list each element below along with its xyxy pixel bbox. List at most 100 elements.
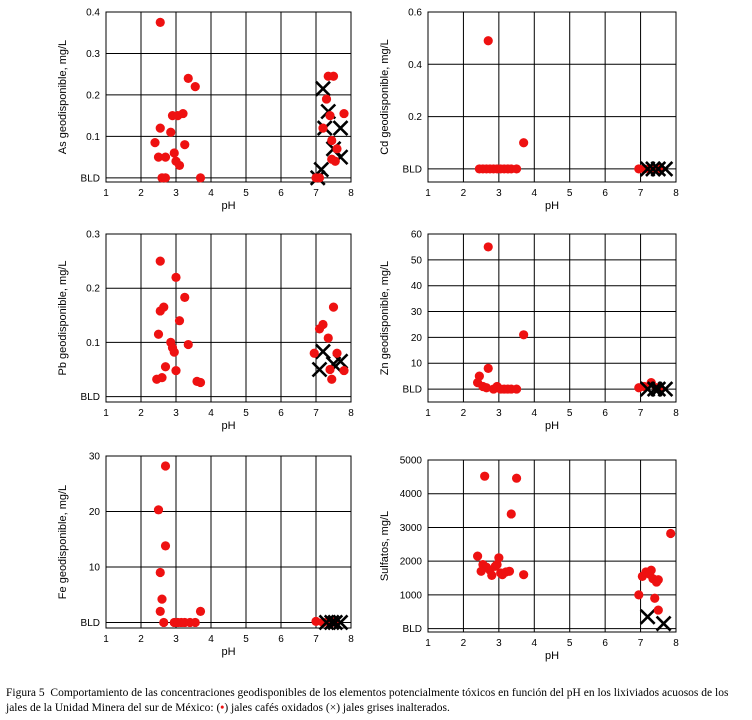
data-point-cross: [332, 614, 349, 631]
x-tick-label: 7: [638, 638, 644, 649]
data-point-dot: [325, 111, 335, 121]
x-tick-label: 3: [496, 408, 502, 419]
x-tick-label: 4: [208, 634, 214, 645]
data-point-dot: [171, 365, 181, 376]
plot-frame: [427, 233, 677, 403]
data-point-dot: [339, 108, 349, 119]
caption-label: Figura 5: [6, 687, 45, 699]
data-point-dot: [666, 528, 676, 539]
data-point-dot: [321, 94, 332, 104]
y-tick-label: 3000: [400, 523, 423, 534]
data-point-dot: [480, 471, 490, 481]
x-tick-label: 6: [278, 408, 284, 419]
x-axis-label: pH: [221, 420, 235, 432]
x-tick-label: 8: [673, 408, 679, 419]
y-tick-label: 0.4: [86, 8, 100, 19]
x-tick-label: 2: [138, 188, 144, 199]
x-tick-label: 5: [567, 408, 573, 419]
cross-stroke: [311, 361, 328, 378]
data-point-dot: [155, 567, 165, 578]
cross-stroke: [645, 161, 661, 177]
data-point-dot: [318, 123, 328, 133]
x-tick-label: 2: [138, 408, 144, 419]
data-point-cross: [315, 343, 331, 360]
x-axis-label: pH: [545, 650, 559, 662]
x-tick-label: 4: [208, 408, 214, 419]
x-tick-label: 4: [208, 188, 214, 199]
x-tick-label: 4: [532, 188, 538, 199]
data-point-dot: [327, 374, 337, 384]
data-point-cross: [332, 120, 349, 137]
data-point-dot: [160, 461, 171, 471]
caption-dot-symbol: •: [220, 702, 225, 714]
y-tick-label: 20: [89, 507, 101, 518]
y-tick-label: 10: [411, 359, 423, 370]
cross-stroke: [657, 161, 674, 177]
data-point-dot: [511, 384, 522, 394]
data-point-dot: [159, 617, 169, 628]
figure-panel-grid: 1 2 3 4 5 6 7 8 BLD 0.1 0.2 0.3 0.4 pH As geodisponibl…: [57, 8, 679, 663]
y-axis-label: Pb geodisponible, mg/L: [57, 261, 69, 376]
x-tick-label: 4: [532, 408, 538, 419]
y-tick-label: BLD: [403, 624, 422, 635]
data-point-dot: [153, 152, 164, 162]
data-point-dot: [519, 330, 529, 340]
data-point-cross: [657, 381, 674, 397]
data-point-dot: [325, 364, 335, 375]
y-tick-label: 2000: [400, 557, 423, 568]
data-point-dot: [180, 140, 190, 150]
plot-frame: [105, 233, 352, 403]
y-tick-label: 50: [411, 255, 423, 266]
cross-stroke: [639, 608, 656, 625]
cross-stroke: [332, 353, 349, 370]
x-tick-label: 6: [602, 638, 608, 649]
cross-stroke: [655, 615, 672, 632]
data-point-dot: [483, 242, 493, 252]
x-tick-label: 1: [425, 188, 431, 199]
data-point-cross: [327, 614, 344, 631]
y-axis-label: Cd geodisponible, mg/L: [379, 39, 391, 155]
y-tick-label: 5000: [400, 456, 423, 467]
y-axis-label: Sulfatos, mg/L: [379, 511, 391, 581]
caption-end: ) jales grises inalterados.: [336, 702, 450, 714]
x-axis-label: pH: [221, 200, 235, 212]
data-point-dot: [157, 373, 167, 383]
cross-stroke: [657, 381, 674, 397]
plot-frame: [105, 11, 352, 183]
y-tick-label: BLD: [81, 392, 100, 403]
plot-frame: [427, 11, 677, 183]
x-tick-label: 7: [313, 408, 319, 419]
panel-cd: 1 2 3 4 5 6 7 8 BLD 0.2 0.4 0.6 pH Cd geodisponible, …: [379, 8, 679, 213]
data-point-cross: [655, 615, 672, 632]
x-tick-label: 3: [496, 188, 502, 199]
y-tick-label: 0.1: [86, 338, 100, 349]
y-tick-label: 20: [411, 333, 423, 344]
data-point-dot: [481, 383, 492, 393]
y-axis-label: Fe geodisponible, mg/L: [57, 485, 69, 599]
x-tick-label: 7: [313, 634, 319, 645]
y-tick-label: 60: [411, 230, 423, 241]
data-point-cross: [311, 361, 328, 378]
data-point-dot: [339, 365, 349, 376]
x-tick-label: 3: [173, 634, 179, 645]
data-point-dot: [309, 348, 319, 358]
data-point-dot: [195, 606, 206, 616]
x-tick-label: 7: [313, 188, 319, 199]
data-point-dot: [476, 566, 486, 576]
y-tick-label: 4000: [400, 489, 423, 500]
cross-stroke: [315, 80, 331, 97]
x-tick-label: 5: [567, 638, 573, 649]
x-axis-label: pH: [221, 646, 235, 658]
x-tick-label: 8: [673, 638, 679, 649]
data-point-dot: [160, 362, 171, 372]
x-tick-label: 1: [103, 408, 109, 419]
x-tick-label: 1: [103, 188, 109, 199]
data-point-cross: [657, 161, 674, 177]
data-point-dot: [155, 256, 165, 266]
x-tick-label: 1: [425, 408, 431, 419]
data-point-dot: [332, 144, 342, 154]
data-point-dot: [646, 565, 656, 575]
data-point-dot: [155, 17, 165, 27]
panel-pb: 1 2 3 4 5 6 7 8 BLD 0.1 0.2 0.3 pH Pb geodisponible, …: [57, 230, 354, 433]
x-tick-label: 8: [348, 188, 354, 199]
